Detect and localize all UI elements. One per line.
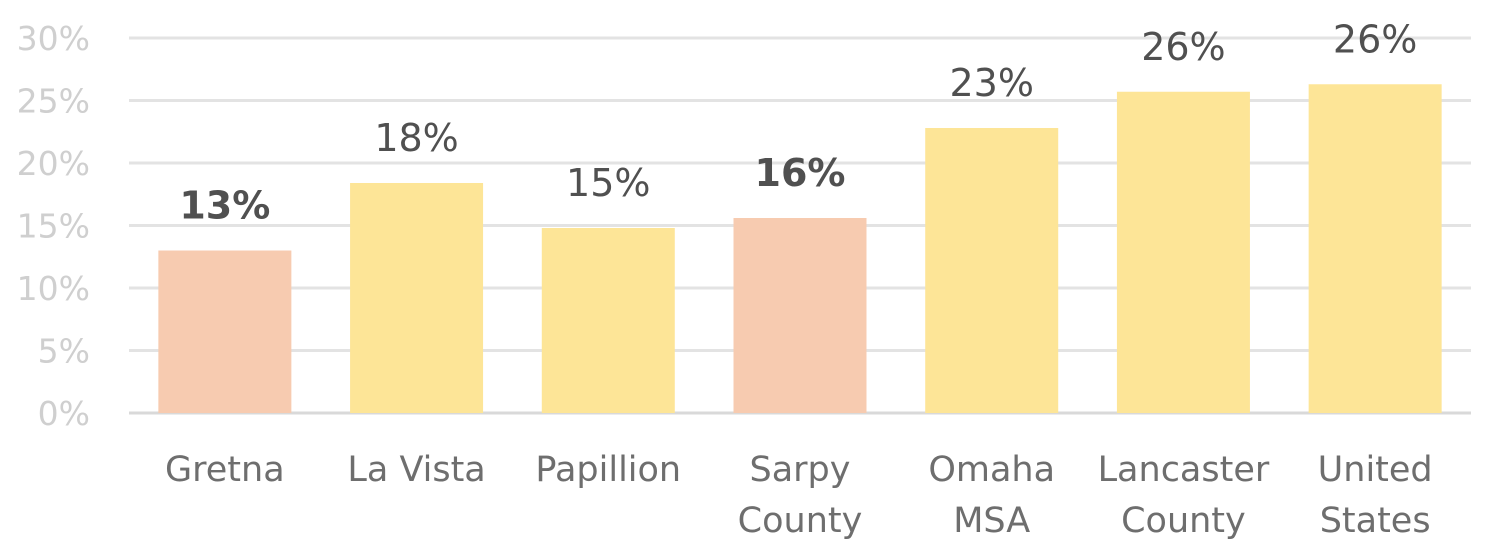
y-axis: 0% 5% 10% 15% 20% 25% 30% [17, 19, 90, 433]
bar [158, 250, 292, 413]
data-label: 26% [1333, 17, 1417, 61]
x-tick-label: United States [1318, 450, 1433, 541]
bar [925, 128, 1059, 413]
y-tick-label: 15% [17, 207, 90, 246]
x-tick-label-line: Lancaster [1098, 450, 1270, 490]
data-label: 23% [949, 61, 1033, 105]
x-tick-label: La Vista [347, 450, 485, 490]
x-tick-label-line: United [1318, 450, 1433, 490]
bars [158, 84, 1442, 413]
data-label: 18% [374, 116, 458, 160]
x-tick-label-line: Sarpy [750, 450, 851, 490]
data-label: 13% [179, 184, 270, 228]
x-tick-label-line: Gretna [165, 450, 285, 490]
x-tick-label-line: Omaha [928, 450, 1055, 490]
x-tick-label: Lancaster County [1098, 450, 1270, 541]
x-tick-label-line: La Vista [347, 450, 485, 490]
x-tick-label-line: County [738, 501, 863, 541]
y-tick-label: 25% [17, 82, 90, 121]
x-tick-label-line: States [1320, 501, 1431, 541]
bar [1308, 84, 1442, 413]
x-tick-label: Sarpy County [738, 450, 863, 541]
y-tick-label: 20% [17, 144, 90, 183]
x-tick-label-line: County [1121, 501, 1246, 541]
bar [1116, 91, 1250, 413]
x-tick-label-line: Papillion [535, 450, 681, 490]
x-tick-label: Gretna [165, 450, 285, 490]
bar [733, 218, 867, 413]
y-tick-label: 10% [17, 269, 90, 308]
y-tick-label: 30% [17, 19, 90, 58]
bar [541, 228, 675, 413]
data-label: 15% [566, 161, 650, 205]
x-tick-label: Omaha MSA [928, 450, 1055, 541]
bar [350, 183, 484, 413]
data-label: 26% [1141, 25, 1225, 69]
x-tick-label: Papillion [535, 450, 681, 490]
data-labels: 13% 18% 15% 16% 23% 26% 26% [179, 17, 1417, 227]
x-tick-label-line: MSA [953, 501, 1030, 541]
data-label: 16% [755, 151, 846, 195]
y-tick-label: 0% [38, 394, 90, 433]
y-tick-label: 5% [38, 332, 90, 371]
x-axis: Gretna La Vista Papillion Sarpy County Omaha M… [165, 450, 1433, 541]
